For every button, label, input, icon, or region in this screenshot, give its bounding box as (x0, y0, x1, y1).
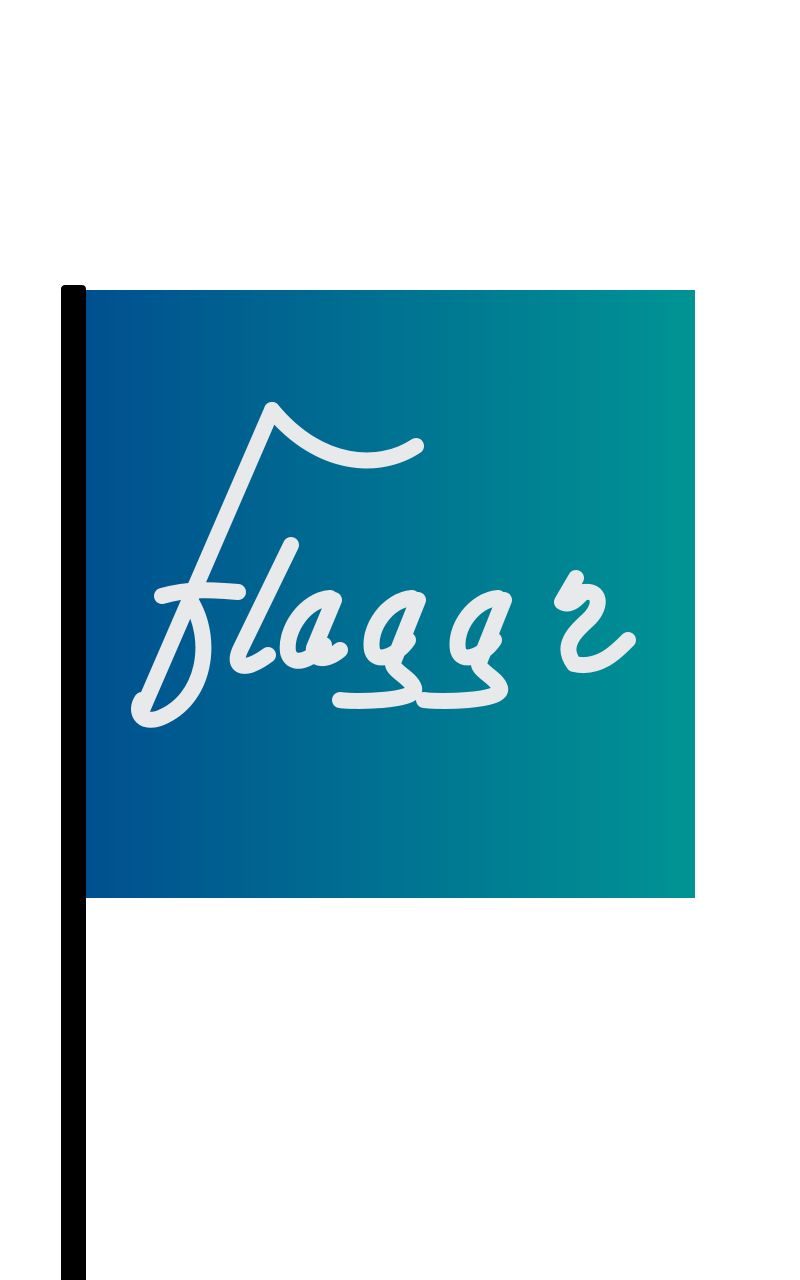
letter-g-2 (416, 590, 512, 709)
flag-pole (61, 285, 86, 1280)
letter-a (279, 590, 348, 669)
letter-f-crossbar (154, 582, 246, 604)
letter-f-stem (134, 402, 280, 718)
letter-g-1 (332, 590, 426, 709)
wordmark-lettering (131, 402, 636, 728)
flag-swash (264, 402, 424, 469)
letter-l (229, 537, 299, 674)
letter-r (554, 570, 636, 674)
letter-f-loop (131, 592, 212, 728)
